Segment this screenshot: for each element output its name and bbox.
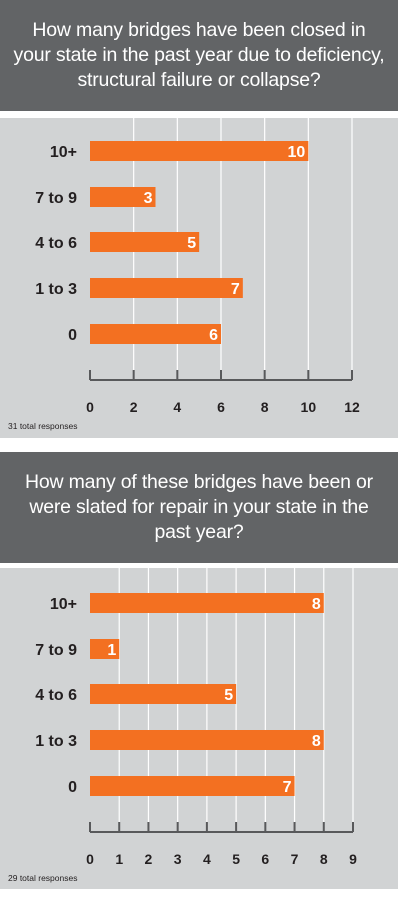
chart-1-x-tick-label: 10 [301,399,317,415]
chart-1-bar [90,141,309,161]
chart-2-x-tick-label: 2 [145,851,153,867]
chart-1-bar [90,187,156,207]
chart-1-category-label: 0 [68,327,77,344]
chart-2-x-tick-label: 6 [261,851,269,867]
chart-2-bar [90,639,120,659]
chart-2-data-label: 8 [312,733,321,750]
chart-1-data-label: 6 [209,327,218,344]
chart-2-data-label: 8 [312,596,321,613]
chart-2-x-tick-label: 3 [174,851,182,867]
chart-1-category-label: 7 to 9 [35,190,77,207]
chart-2-x-tick-label: 1 [115,851,123,867]
chart-1-x-tick-label: 0 [86,399,94,415]
chart-2-x-tick-label: 7 [291,851,299,867]
chart-2-title: How many of these bridges have been or w… [25,471,373,543]
chart-2-data-label: 5 [224,687,233,704]
chart-2-plot-area: 10+ 8 7 to 9 1 4 to 6 5 1 to 3 8 0 7 0 1 2 3 4 5 6 7 8 9 29… [0,568,398,889]
chart-2-x-tick-label: 4 [203,851,211,867]
chart-1-x-tick-label: 2 [130,399,138,415]
chart-2-header: How many of these bridges have been or w… [0,452,398,563]
chart-1-x-tick-label: 6 [217,399,225,415]
chart-2-category-label: 4 to 6 [35,687,77,704]
chart-1-title: How many bridges have been closed in you… [13,19,385,91]
chart-2-response-count: 29 total responses [8,873,78,883]
chart-1-x-tick-label: 12 [344,399,360,415]
chart-1-svg: 10+ 10 7 to 9 3 4 to 6 5 1 to 3 7 0 6 0 2 4 6 8 10 12 [35,118,360,415]
chart-1-category-label: 4 to 6 [35,235,77,252]
chart-2-data-label: 7 [283,779,292,796]
chart-1-bar [90,324,221,344]
chart-2-category-label: 0 [68,779,77,796]
chart-1-data-label: 7 [231,281,240,298]
chart-1-data-label: 3 [144,190,153,207]
chart-1-category-label: 1 to 3 [35,281,77,298]
chart-1-x-tick-label: 8 [261,399,269,415]
chart-2-bar [90,593,324,613]
chart-1-bar [90,278,243,298]
chart-1-response-count: 31 total responses [8,421,78,431]
chart-2-bar [90,684,237,704]
chart-2-data-label: 1 [107,642,116,659]
chart-1-category-label: 10+ [50,144,77,161]
chart-2-bar [90,730,324,750]
chart-2-x-tick-label: 5 [232,851,240,867]
chart-2-category-label: 1 to 3 [35,733,77,750]
chart-1-x-tick-label: 4 [173,399,181,415]
chart-1-data-label: 5 [187,235,196,252]
chart-2-category-label: 10+ [50,596,77,613]
chart-2-x-tick-label: 8 [320,851,328,867]
chart-2-x-tick-label: 0 [86,851,94,867]
chart-2-x-tick-label: 9 [349,851,357,867]
chart-1-data-label: 10 [288,144,306,161]
chart-1-bar [90,232,200,252]
chart-1-header: How many bridges have been closed in you… [0,0,398,111]
chart-2-svg: 10+ 8 7 to 9 1 4 to 6 5 1 to 3 8 0 7 0 1 2 3 4 5 6 7 8 9 [35,568,357,867]
chart-2-bar [90,776,295,796]
chart-1-plot-area: 10+ 10 7 to 9 3 4 to 6 5 1 to 3 7 0 6 0 2 4 6 8 10 12 31… [0,118,398,438]
chart-2-category-label: 7 to 9 [35,642,77,659]
